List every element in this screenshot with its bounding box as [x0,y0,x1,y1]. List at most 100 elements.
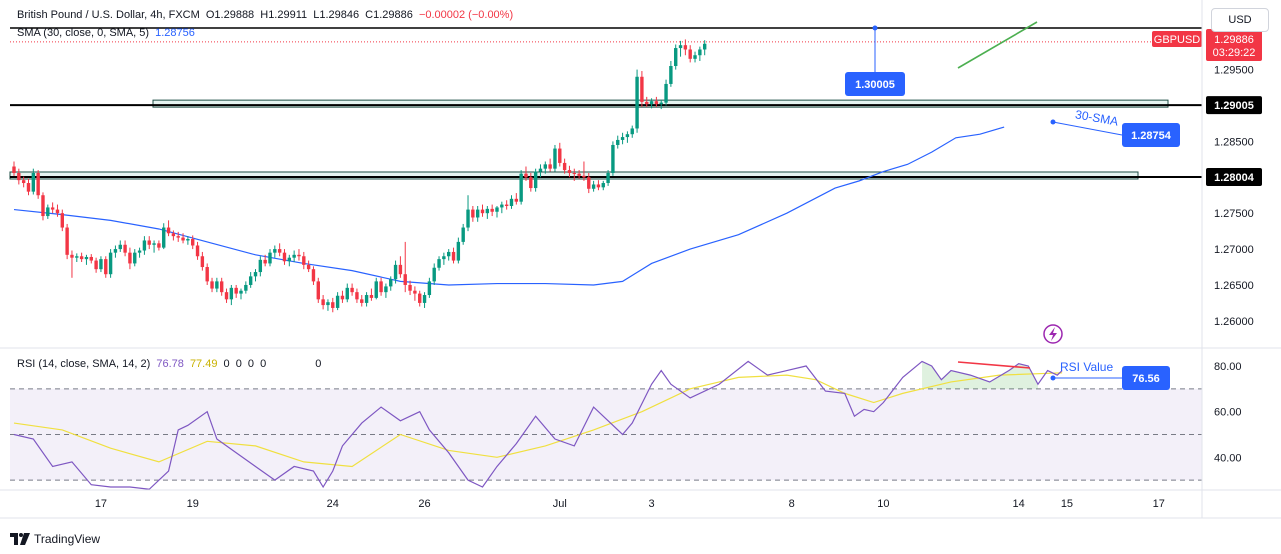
candle-body[interactable] [94,260,98,270]
candle-body[interactable] [297,254,301,257]
candle-body[interactable] [572,172,576,174]
candle-body[interactable] [345,287,349,300]
candle-body[interactable] [123,244,127,253]
candle-body[interactable] [369,295,374,298]
candle-body[interactable] [413,290,417,294]
candle-body[interactable] [538,168,543,172]
candle-body[interactable] [678,45,683,49]
candle-body[interactable] [162,227,166,248]
candle-body[interactable] [519,173,523,202]
candle-body[interactable] [702,43,707,50]
candle-body[interactable] [263,259,267,264]
candle-body[interactable] [587,177,591,189]
candle-body[interactable] [215,281,219,289]
candle-body[interactable] [606,172,610,184]
candle-body[interactable] [12,166,16,173]
candle-body[interactable] [147,240,151,245]
candle-body[interactable] [282,252,287,262]
candle-body[interactable] [60,213,64,228]
candle-body[interactable] [239,290,243,294]
candle-body[interactable] [625,134,630,138]
candle-body[interactable] [137,250,142,253]
candle-body[interactable] [582,175,586,178]
candle-body[interactable] [292,254,296,258]
candle-body[interactable] [321,299,325,306]
candle-body[interactable] [418,293,422,303]
currency-selector[interactable]: USD [1211,8,1269,32]
candle-body[interactable] [331,302,335,308]
candle-body[interactable] [374,281,378,298]
candle-body[interactable] [562,162,567,171]
candle-body[interactable] [326,302,330,306]
candle-body[interactable] [509,198,514,206]
candle-body[interactable] [210,281,214,289]
candle-body[interactable] [403,274,407,285]
candle-body[interactable] [311,269,316,282]
candle-body[interactable] [577,173,581,176]
candle-body[interactable] [84,256,89,260]
candle-body[interactable] [205,267,209,282]
candle-body[interactable] [567,170,572,173]
candle-body[interactable] [654,101,659,105]
candle-body[interactable] [17,172,21,181]
candle-body[interactable] [55,209,60,214]
candle-body[interactable] [70,254,74,258]
candle-body[interactable] [548,164,552,169]
candle-body[interactable] [640,76,644,102]
candle-body[interactable] [379,281,383,293]
candle-body[interactable] [408,284,412,291]
candle-body[interactable] [229,287,234,300]
candle-body[interactable] [630,128,634,135]
candle-body[interactable] [596,184,601,188]
candle-body[interactable] [253,272,258,277]
candle-body[interactable] [152,243,156,245]
candle-body[interactable] [533,171,538,189]
candle-body[interactable] [157,243,161,248]
candle-body[interactable] [553,148,557,169]
candle-body[interactable] [316,281,320,300]
candle-body[interactable] [133,252,137,264]
candle-body[interactable] [601,183,605,188]
candle-body[interactable] [688,49,692,59]
candle-body[interactable] [268,252,272,264]
candle-body[interactable] [306,264,311,270]
candle-body[interactable] [36,172,40,196]
candle-body[interactable] [113,249,118,253]
candle-body[interactable] [422,295,427,303]
candle-body[interactable] [118,244,122,250]
candle-body[interactable] [181,237,185,241]
candle-body[interactable] [21,180,26,184]
candle-body[interactable] [75,256,79,258]
candle-body[interactable] [287,257,292,262]
candle-body[interactable] [142,240,147,251]
candle-body[interactable] [171,233,176,237]
candle-body[interactable] [456,241,461,261]
candle-body[interactable] [432,267,436,282]
candle-body[interactable] [529,177,533,189]
candle-body[interactable] [340,295,345,300]
candle-body[interactable] [273,249,277,253]
candle-body[interactable] [698,49,702,56]
lightning-icon[interactable] [1043,324,1063,344]
candle-body[interactable] [104,259,108,275]
candle-body[interactable] [485,208,490,214]
candle-body[interactable] [645,101,649,105]
candle-body[interactable] [427,281,432,296]
candle-body[interactable] [480,209,485,214]
candle-body[interactable] [41,195,45,217]
candle-body[interactable] [302,256,306,265]
candle-body[interactable] [355,292,359,300]
candle-body[interactable] [79,256,84,260]
candle-body[interactable] [108,252,113,275]
candle-body[interactable] [664,83,668,103]
candle-body[interactable] [543,164,547,169]
candle-body[interactable] [128,252,132,264]
candle-body[interactable] [360,299,364,303]
candle-body[interactable] [46,207,50,217]
candle-body[interactable] [65,227,69,255]
candle-body[interactable] [26,183,31,192]
candle-body[interactable] [447,251,451,257]
candle-body[interactable] [277,249,282,253]
candle-body[interactable] [234,287,238,294]
